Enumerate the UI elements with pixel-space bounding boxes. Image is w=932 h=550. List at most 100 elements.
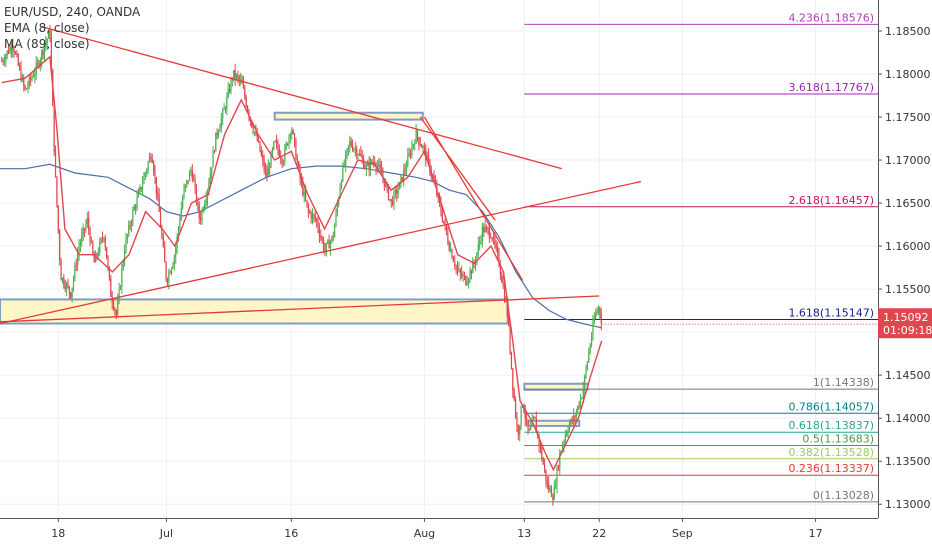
candle-body [530,425,532,430]
candle-body [335,212,337,226]
candle-body [45,42,47,47]
candle-body [234,70,236,79]
candle-body [48,30,50,39]
candle-body [275,140,278,144]
candle-body [372,162,374,164]
candle-body [412,144,414,147]
candle-body [509,324,511,352]
candle-body [106,247,108,259]
trendline[interactable] [41,26,562,170]
fib-level-label: 1(1.14338) [813,376,874,389]
candle-body [411,146,413,156]
candle-body [81,234,83,243]
candle-body [597,307,600,312]
candle-body [288,136,290,145]
fib-level-label: 0.618(1.13837) [788,419,874,432]
fibonacci-levels: 4.236(1.18576) 3.618(1.17767) 2.618(1.1645… [524,11,878,503]
trendline[interactable] [0,180,641,325]
candle-body [133,207,135,211]
candle-body [491,237,493,240]
candle-body [324,250,326,251]
candle-body [118,288,120,302]
candle-body [451,249,453,259]
candle-body [5,55,7,62]
candle-body [310,212,312,219]
candle-body [426,154,428,160]
candle-body [317,221,319,229]
time-axis[interactable]: 18 Jul 16 Aug 13 22 Sep 17 [0,518,878,540]
candle-body [447,233,449,244]
candle-body [535,418,537,432]
candle-body [338,197,340,205]
candle-body [264,169,267,172]
candle-body [350,141,352,147]
candle-body [23,77,25,86]
candle-body [508,315,510,325]
candle-body [513,390,515,400]
candle-body [472,262,474,274]
candle-body [278,150,280,157]
candle-body [144,172,146,177]
y-tick-label: 1.15500 [885,283,931,296]
ma-89-line [0,163,602,329]
candle-body [253,131,256,133]
candle-body [41,51,43,61]
candle-body [129,225,131,226]
candle-body [543,464,546,470]
candle-body [150,156,152,159]
x-tick-label: Aug [414,527,435,540]
candle-body [49,30,51,37]
candle-body [528,429,530,431]
y-tick-label: 1.13000 [885,498,931,511]
candle-body [143,176,145,184]
candle-body [363,159,365,169]
candle-body [346,148,348,154]
candle-body [581,398,583,399]
candle-body [114,308,116,311]
candle-body [347,145,350,149]
candle-body [230,79,232,92]
candle-body [458,269,460,271]
candle-body [139,187,141,192]
candle-body [54,151,57,177]
candle-body [487,227,489,230]
candle-body [168,272,170,282]
candle-body [542,459,544,465]
candle-body [358,153,361,155]
candle-body [200,217,202,221]
trendline[interactable] [419,116,496,221]
candle-body [197,202,199,205]
candle-body [238,76,240,80]
candle-body [104,237,106,248]
fib-level-label: 4.236(1.18576) [788,11,874,24]
candle-body [136,196,138,208]
candle-body [77,254,79,266]
candle-body [589,344,591,352]
candle-body [289,134,291,137]
candle-body [454,261,456,267]
trendline[interactable] [0,295,600,323]
fib-level-label: 3.618(1.17767) [788,81,874,94]
price-axis[interactable]: 1.18500 1.18000 1.17500 1.17000 1.16500 1.160… [878,0,932,550]
candle-body [28,77,30,87]
candle-body [340,180,343,188]
candle-body [125,238,127,252]
candle-body [433,175,435,182]
candle-body [302,182,304,195]
candle-body [20,68,22,81]
candle-body [50,36,52,70]
candle-body [101,238,104,240]
candle-body [520,406,522,426]
candle-body [63,277,65,286]
candle-body [378,164,380,167]
candle-body [137,191,140,197]
candle-body [450,249,452,251]
candle-body [110,277,112,297]
candle-body [566,432,568,436]
candle-body [570,419,572,425]
candle-body [103,237,105,239]
candle-body [65,283,68,289]
candle-body [481,226,484,241]
candle-body [586,361,589,369]
